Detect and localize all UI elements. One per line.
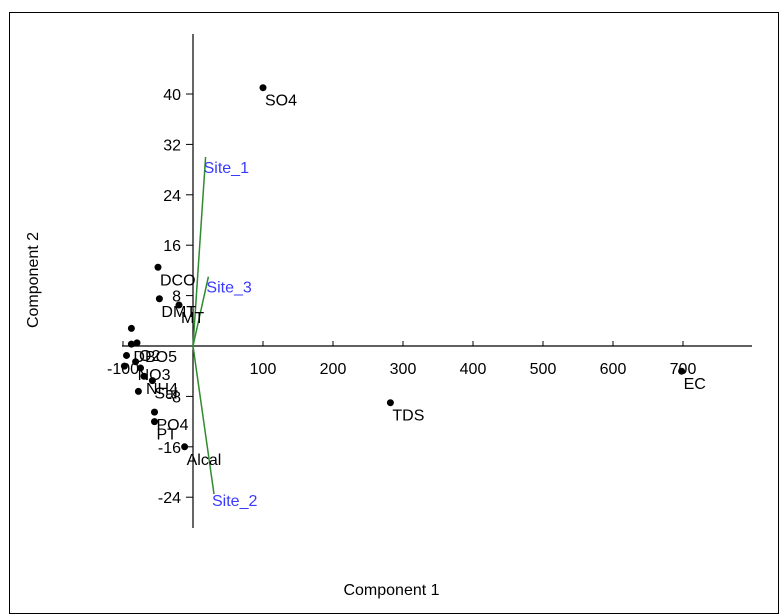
y-tick-label: -16 (158, 440, 181, 457)
loading-vector (192, 345, 215, 495)
plot-frame (9, 12, 779, 614)
y-tick-label: 32 (163, 137, 181, 154)
data-point (133, 339, 141, 347)
point-label: Sal (154, 386, 177, 403)
point-label: DMT (161, 304, 196, 321)
data-point (137, 364, 144, 372)
data-point (678, 367, 686, 375)
data-point (127, 340, 135, 348)
data-point (155, 295, 163, 303)
axes-group: -100100200300400500600700403224168-8-16-… (107, 34, 752, 528)
y-tick-label: 24 (163, 188, 181, 205)
x-axis-title: Component 1 (343, 582, 440, 599)
loadings-group: Site_1 Site_3 Site_2 (192, 156, 257, 510)
point-label: Alcal (187, 452, 222, 469)
point-label: PT (157, 427, 178, 444)
y-tick-label: 40 (163, 87, 181, 104)
loading-label: Site_2 (212, 493, 257, 510)
data-point (127, 324, 135, 332)
point-label: NO3 (138, 367, 171, 384)
loading-label: Site_1 (204, 160, 249, 177)
points-group (120, 84, 686, 451)
y-tick-label: -8 (167, 389, 181, 406)
point-label: NH4 (146, 381, 178, 398)
point-label: MT (181, 310, 204, 327)
data-point (140, 372, 148, 380)
data-point (148, 377, 156, 385)
data-point (151, 408, 158, 416)
x-tick-label: 500 (530, 361, 557, 378)
data-point (175, 301, 183, 309)
x-tick-label: 200 (320, 361, 347, 378)
data-point (259, 84, 267, 92)
x-tick-label: 400 (460, 361, 487, 378)
point-label: EC (684, 376, 706, 393)
loading-vector (192, 276, 210, 347)
x-tick-label: 600 (600, 361, 627, 378)
data-point (134, 387, 142, 395)
y-tick-label: 16 (163, 238, 181, 255)
point-label: PO4 (157, 417, 189, 434)
point-label: DBO5 (133, 349, 177, 366)
data-point (120, 362, 128, 370)
point-label: DCO (160, 272, 196, 289)
data-point (386, 399, 394, 407)
data-point (132, 358, 140, 366)
point-label: O2 (139, 348, 160, 365)
y-tick-label: 8 (172, 289, 181, 306)
data-point (154, 263, 162, 271)
x-tick-label: 100 (250, 361, 277, 378)
point-label: TDS (392, 408, 424, 425)
x-tick-label: -100 (107, 361, 139, 378)
point-label: SO4 (265, 93, 297, 110)
data-point (181, 443, 189, 451)
data-point (123, 351, 130, 359)
x-tick-label: 300 (390, 361, 417, 378)
loading-vector (192, 156, 207, 347)
data-point (151, 418, 158, 426)
y-tick-label: -24 (158, 490, 181, 507)
loading-label: Site_3 (206, 280, 251, 297)
